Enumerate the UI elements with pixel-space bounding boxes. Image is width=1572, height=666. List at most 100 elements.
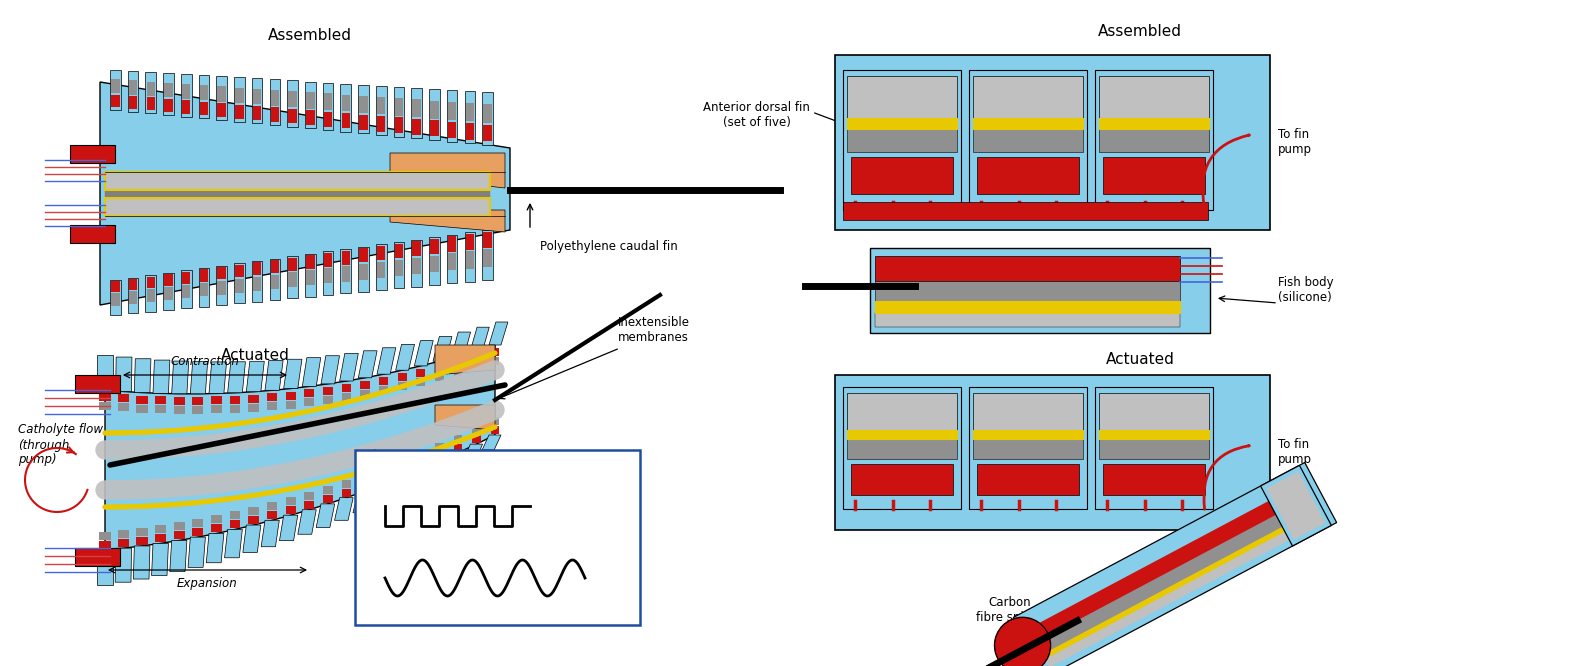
Polygon shape <box>354 491 371 513</box>
Bar <box>200 283 208 296</box>
Bar <box>129 96 137 109</box>
Bar <box>973 393 1083 430</box>
Polygon shape <box>209 362 226 394</box>
Bar <box>431 121 439 137</box>
Bar <box>1096 387 1214 509</box>
Polygon shape <box>261 520 280 547</box>
Polygon shape <box>341 84 351 132</box>
Text: Polyethylene caudal fin: Polyethylene caudal fin <box>541 240 678 253</box>
Bar <box>490 348 498 356</box>
Bar <box>417 452 424 460</box>
Polygon shape <box>110 70 121 110</box>
Bar <box>146 81 156 96</box>
Bar <box>398 373 407 381</box>
Bar <box>118 539 129 547</box>
Bar <box>417 460 424 468</box>
Bar <box>448 236 456 252</box>
Bar <box>360 248 368 262</box>
Bar <box>267 394 277 402</box>
Bar <box>360 96 368 113</box>
Polygon shape <box>110 280 121 315</box>
Polygon shape <box>396 344 415 370</box>
Bar <box>835 375 1270 530</box>
Polygon shape <box>234 77 245 122</box>
Bar <box>182 101 190 114</box>
Polygon shape <box>429 89 440 140</box>
Bar <box>192 406 203 414</box>
Bar <box>417 378 424 386</box>
Bar <box>324 93 332 110</box>
Bar <box>973 430 1083 440</box>
Bar <box>248 395 259 403</box>
Bar <box>200 102 208 115</box>
Bar <box>360 381 369 389</box>
Bar <box>465 123 475 140</box>
Polygon shape <box>465 91 475 143</box>
Bar <box>286 498 296 505</box>
Polygon shape <box>340 354 358 381</box>
Polygon shape <box>483 92 494 145</box>
Bar <box>267 502 277 510</box>
Bar <box>850 157 953 194</box>
Polygon shape <box>181 74 192 117</box>
Polygon shape <box>429 237 440 285</box>
Bar <box>105 189 490 199</box>
Text: Actuated: Actuated <box>220 348 289 362</box>
Bar <box>305 390 314 398</box>
Polygon shape <box>1261 466 1331 546</box>
Bar <box>847 430 957 440</box>
Bar <box>163 274 173 286</box>
Bar <box>379 475 388 484</box>
Bar <box>412 119 421 135</box>
Bar <box>360 115 368 130</box>
Bar <box>472 435 481 443</box>
Polygon shape <box>247 361 264 392</box>
Text: Assembled: Assembled <box>1097 25 1182 39</box>
Bar <box>454 435 462 443</box>
FancyArrowPatch shape <box>1204 446 1250 509</box>
Bar <box>288 109 297 123</box>
Bar <box>270 274 280 289</box>
Bar <box>146 289 156 302</box>
Bar <box>307 93 314 109</box>
Polygon shape <box>288 81 299 127</box>
Bar <box>267 402 277 410</box>
Bar <box>869 248 1210 333</box>
Bar <box>253 262 261 275</box>
Bar <box>173 531 185 539</box>
Bar <box>118 404 129 412</box>
Polygon shape <box>198 75 209 119</box>
Text: Fish body
(silicone): Fish body (silicone) <box>1278 276 1333 304</box>
Circle shape <box>995 617 1050 666</box>
Bar <box>1099 76 1209 118</box>
Polygon shape <box>335 498 354 520</box>
Bar <box>163 83 173 97</box>
Polygon shape <box>105 345 495 550</box>
Bar <box>843 387 960 509</box>
Polygon shape <box>358 351 377 378</box>
Bar <box>412 99 421 117</box>
Polygon shape <box>415 340 434 366</box>
Bar <box>137 528 148 536</box>
Bar <box>490 357 498 365</box>
Bar <box>236 279 244 293</box>
Bar <box>417 369 424 377</box>
Bar <box>412 258 421 274</box>
Bar <box>448 122 456 138</box>
Bar <box>156 396 167 404</box>
Bar <box>112 294 119 306</box>
Polygon shape <box>1036 495 1320 656</box>
Bar <box>341 393 351 401</box>
Polygon shape <box>451 332 470 356</box>
Bar <box>360 473 369 481</box>
Bar <box>431 101 439 119</box>
Bar <box>305 501 314 509</box>
Polygon shape <box>1028 482 1314 645</box>
Text: Inextensible
membranes: Inextensible membranes <box>618 316 690 344</box>
Bar <box>341 95 351 111</box>
Polygon shape <box>465 232 475 282</box>
Polygon shape <box>305 254 316 296</box>
Bar <box>112 79 119 93</box>
Polygon shape <box>305 81 316 129</box>
Bar <box>377 97 385 115</box>
